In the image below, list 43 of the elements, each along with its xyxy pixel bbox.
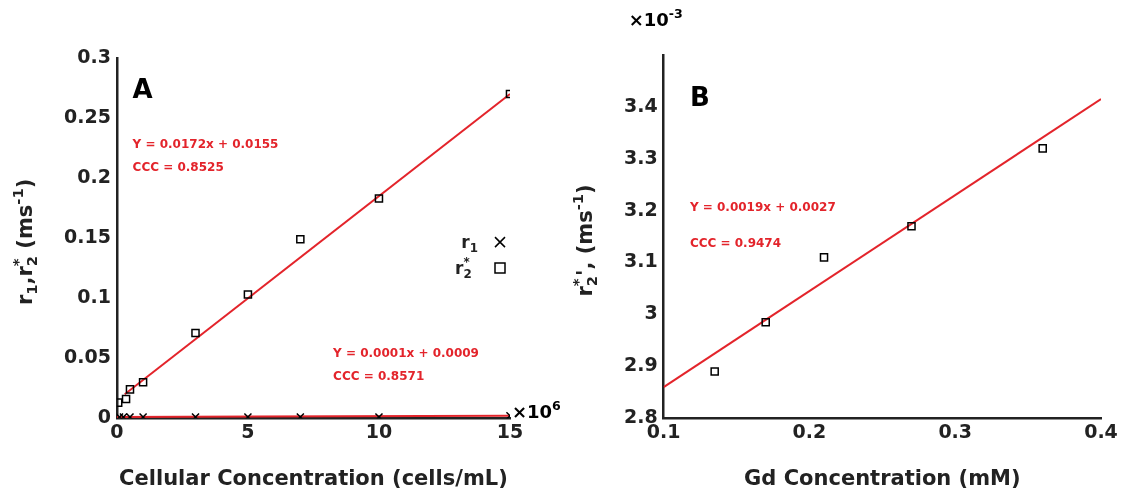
annotation: CCC = 0.8571 [333,369,425,384]
point [138,377,148,387]
point [121,394,131,404]
point [125,385,135,394]
x-axis-title: Gd Concentration (mM) [744,466,1021,490]
y-tick-label: 0 [97,405,111,428]
point [374,194,384,203]
y-axis-title: r2*', (ms-1) [568,184,601,297]
x-tick-label: 0.2 [792,419,827,442]
annotation: Y = 0.0019x + 0.0027 [688,200,836,215]
y-tick-label: 3.3 [623,145,658,168]
y-tick-label: 0.05 [63,345,111,368]
y-tick-label: 3.4 [623,93,658,116]
annotation: Y = 0.0172x + 0.0155 [131,137,279,152]
y-tick-label: 0.3 [77,44,111,67]
x-axis-title: Cellular Concentration (cells/mL) [119,466,508,490]
annotation: Y = 0.0001x + 0.0009 [332,345,479,360]
y-tick-label: 3 [644,301,658,324]
y-axis-title: r1,r2* (ms-1) [8,178,41,306]
point [1038,144,1047,153]
y-tick-label: 0.1 [77,285,111,308]
annotation: CCC = 0.8525 [132,160,224,175]
point [907,221,916,231]
point [819,253,829,262]
point [761,317,770,327]
point [296,235,305,244]
y-tick-label: 0.2 [77,165,111,187]
point [191,328,200,338]
y-tick-label: 3.2 [623,197,658,220]
x-tick-label: 10 [365,419,393,442]
annotation: A [132,73,153,104]
annotation: B [689,81,710,112]
x-tick-label: 0.4 [1084,419,1118,442]
x-tick-label: 0.3 [938,419,973,442]
point [243,290,253,299]
point [710,367,719,376]
x-tick-label: 5 [241,419,255,442]
y-tick-label: 0.15 [63,225,111,248]
annotation: CCC = 0.9474 [689,236,782,251]
y-tick-label: 3.1 [623,249,658,272]
y-tick-label: 0.25 [63,104,111,127]
x-tick-label: 15 [496,419,524,442]
y-tick-label: 2.9 [623,353,658,376]
